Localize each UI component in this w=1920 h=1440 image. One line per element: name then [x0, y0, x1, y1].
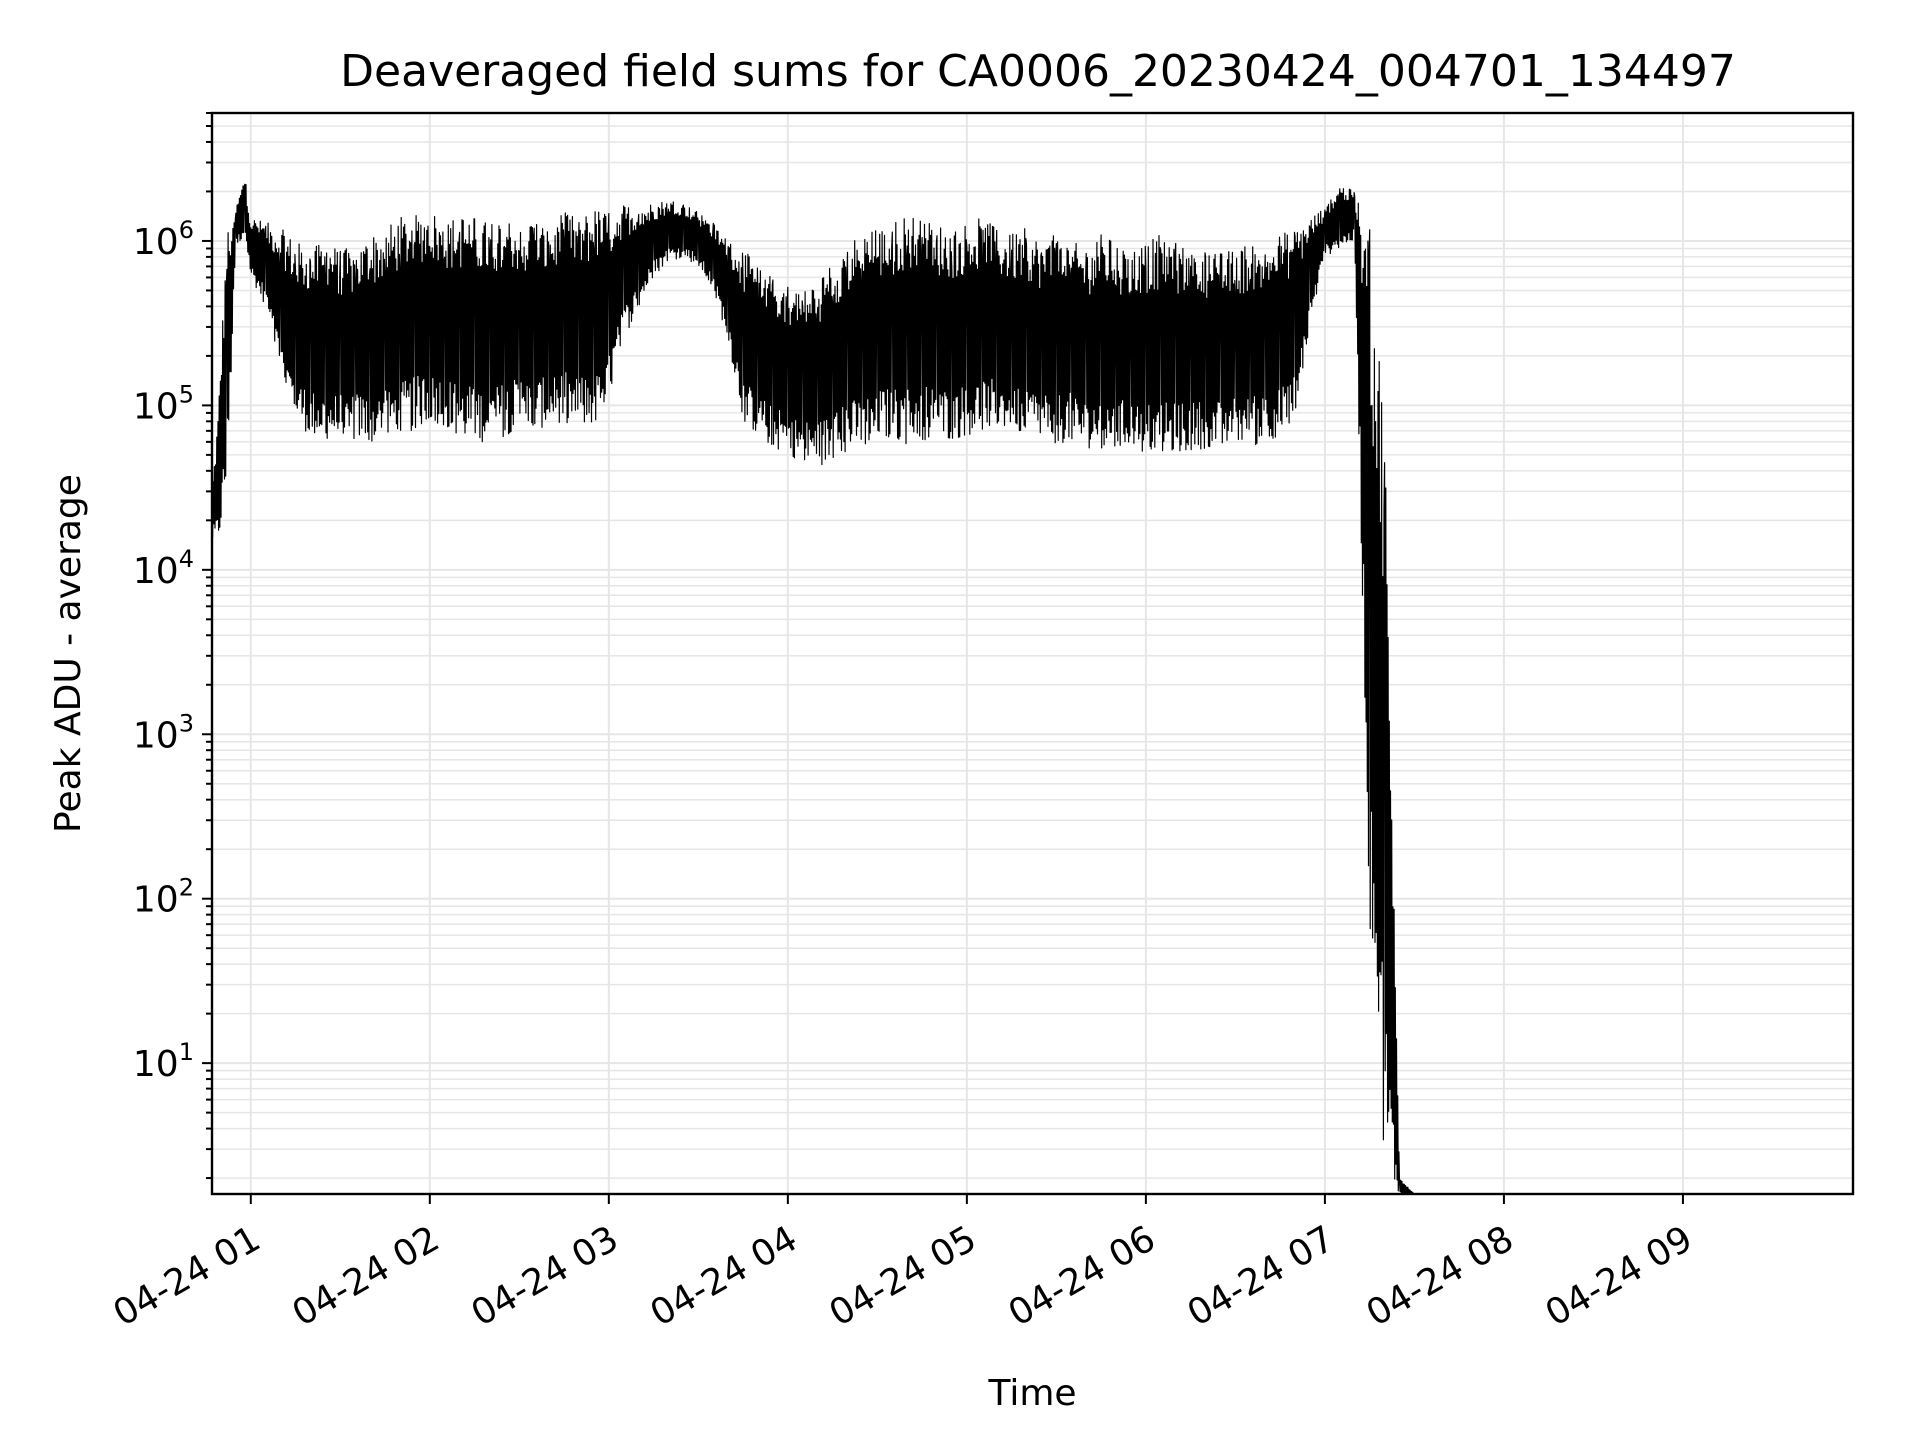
- plot-frame: [210, 111, 1855, 1196]
- x-axis: 04-24 01 04-24 02 04-24 03 04-24 04 04-24 05…: [107, 1194, 1700, 1335]
- x-tick-label: 04-24 07: [1181, 1218, 1342, 1334]
- x-axis-label: Time: [987, 1373, 1076, 1414]
- y-axis: 101 102 103 104 105 106: [133, 112, 212, 1180]
- y-tick-label: 102: [133, 874, 194, 921]
- y-tick-label: 105: [133, 380, 194, 427]
- y-tick-label: 103: [133, 709, 194, 756]
- chart-title: Deaveraged field sums for CA0006_2023042…: [340, 46, 1736, 97]
- series-group: [211, 183, 1844, 1195]
- x-tick-label: 04-24 05: [823, 1218, 984, 1334]
- x-tick-label: 04-24 08: [1360, 1218, 1521, 1334]
- y-tick-label: 104: [133, 545, 194, 592]
- x-tick-label: 04-24 04: [644, 1218, 805, 1334]
- y-tick-label: 106: [133, 216, 194, 263]
- x-tick-label: 04-24 03: [465, 1218, 626, 1334]
- y-axis-label: Peak ADU - average: [48, 474, 89, 833]
- x-tick-label: 04-24 06: [1002, 1218, 1163, 1334]
- x-tick-label: 04-24 02: [286, 1218, 447, 1334]
- y-tick-label: 101: [133, 1038, 194, 1085]
- series-line-0: [211, 183, 1844, 1195]
- x-tick-label: 04-24 09: [1539, 1218, 1700, 1334]
- x-tick-label: 04-24 01: [107, 1218, 268, 1334]
